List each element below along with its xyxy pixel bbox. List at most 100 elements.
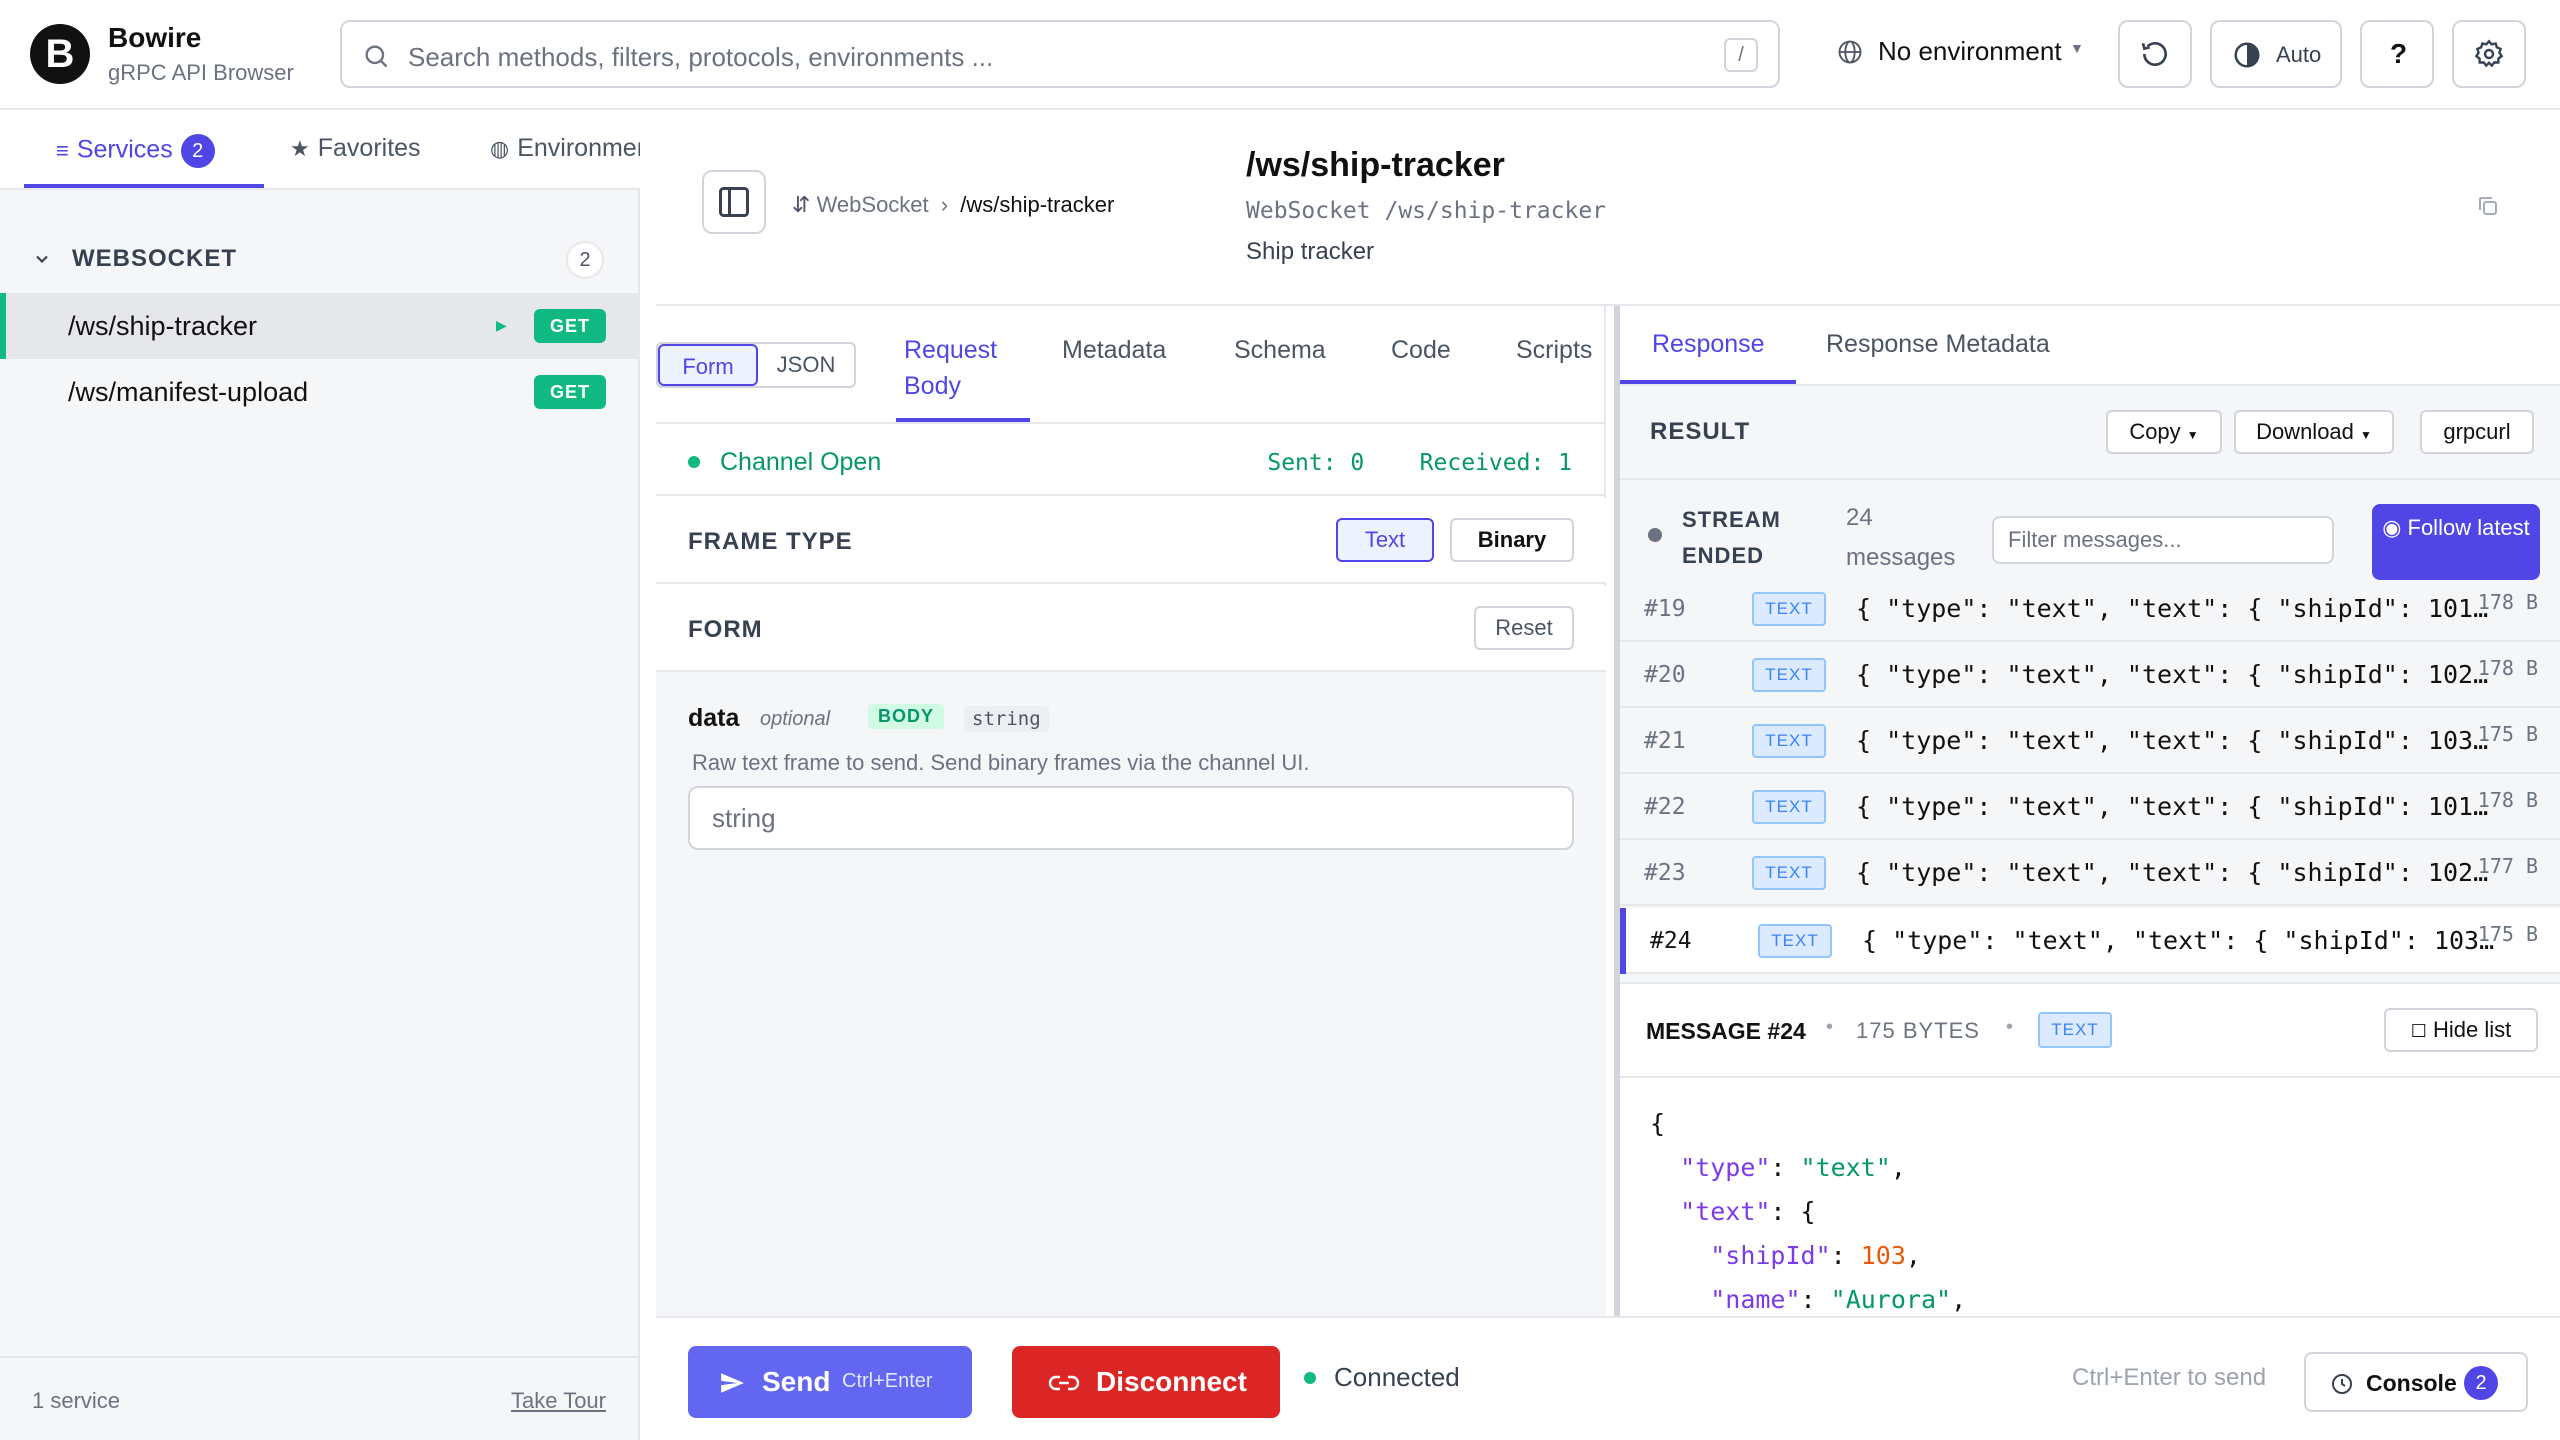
tab-scripts[interactable]: Scripts [1516,336,1593,364]
mode-form-button[interactable]: Form [658,344,758,386]
message-number: #20 [1644,662,1686,688]
json-key: "shipId" [1710,1241,1831,1270]
tab-code[interactable]: Code [1391,336,1451,364]
globe-icon: ◍ [490,136,510,161]
message-detail-bytes: 175 BYTES [1856,1018,1980,1043]
list-icon: ≡ [56,137,69,163]
toggle-sidebar-button[interactable] [702,170,766,234]
message-detail-header: MESSAGE #24 • 175 BYTES • TEXT ☐ Hide li… [1620,984,2560,1078]
message-type-tag: TEXT [1758,924,1832,958]
copy-label: Copy [2129,419,2181,444]
mode-json-button[interactable]: JSON [776,352,836,377]
message-size: 175 B [2477,722,2538,746]
breadcrumb-root[interactable]: WebSocket [816,192,929,217]
page-title: /ws/ship-tracker [1246,146,1505,184]
message-number: #21 [1644,728,1686,754]
message-type-tag: TEXT [1752,592,1826,626]
global-search[interactable]: Search methods, filters, protocols, envi… [340,20,1780,88]
filter-messages-input[interactable]: Filter messages... [1992,516,2334,564]
download-button[interactable]: Download ▼ [2234,410,2394,454]
json-key: "text" [1680,1197,1771,1226]
copy-button[interactable]: Copy ▼ [2106,410,2222,454]
services-count-badge: 2 [180,134,215,168]
follow-latest-button[interactable]: ◉ Follow latest [2372,504,2540,580]
channel-status: Channel Open [720,448,882,476]
service-item-ship-tracker[interactable]: /ws/ship-tracker ▶ GET [0,293,638,359]
square-icon: ☐ [2410,1021,2427,1041]
globe-icon [1836,38,1864,66]
websocket-icon: ⇵ [792,192,811,217]
tab-environments[interactable]: ◍ Environments [490,134,640,163]
response-tabs: Response Response Metadata [1620,306,2560,386]
clock-icon [2330,1372,2354,1396]
tab-schema[interactable]: Schema [1234,336,1326,364]
message-detail-tag: TEXT [2038,1012,2112,1048]
sidebar-toggle-icon [716,184,752,220]
unlink-icon [1048,1372,1080,1394]
reset-button[interactable]: Reset [1474,606,1574,650]
tab-services[interactable]: ≡ Services 2 [56,134,215,168]
tab-environments-label: Environments [517,134,640,162]
service-item-manifest-upload[interactable]: /ws/manifest-upload GET [0,359,638,425]
tab-metadata[interactable]: Metadata [1062,336,1167,364]
theme-toggle-button[interactable]: Auto [2210,20,2342,88]
breadcrumb: ⇵ WebSocket › /ws/ship-tracker [792,192,1114,218]
tab-response-metadata[interactable]: Response Metadata [1826,330,2050,358]
message-detail: MESSAGE #24 • 175 BYTES • TEXT ☐ Hide li… [1620,982,2560,1316]
separator-dot: • [2006,1016,2014,1038]
disconnect-button[interactable]: Disconnect [1012,1346,1280,1418]
history-button[interactable] [2118,20,2192,88]
tab-favorites[interactable]: ★ Favorites [290,134,421,163]
active-tab-indicator [1620,380,1796,384]
tab-request-body[interactable]: Request Body [904,336,998,400]
message-row-selected[interactable]: #24 TEXT { "type": "text", "text": { "sh… [1620,908,2560,974]
grpcurl-button[interactable]: grpcurl [2420,410,2534,454]
frame-binary-button[interactable]: Binary [1450,518,1574,562]
copy-icon[interactable] [2476,194,2500,218]
frame-text-button[interactable]: Text [1336,518,1434,562]
send-icon [718,1370,746,1396]
hide-list-button[interactable]: ☐ Hide list [2384,1008,2538,1052]
message-number: #23 [1644,860,1686,886]
field-location-badge: BODY [868,704,945,729]
form-section: FORM Reset [656,586,1606,672]
play-icon: ▶ [496,317,507,333]
message-row[interactable]: #22 TEXT { "type": "text", "text": { "sh… [1620,774,2560,840]
settings-button[interactable] [2452,20,2526,88]
environment-label: No environment [1878,36,2062,66]
caret-down-icon: ▼ [2070,40,2084,56]
breadcrumb-separator: › [940,192,949,217]
frame-type-heading: FRAME TYPE [688,528,853,555]
console-button[interactable]: Console 2 [2304,1352,2528,1412]
message-type-tag: TEXT [1752,790,1826,824]
service-name: /ws/manifest-upload [68,377,309,407]
send-button[interactable]: Send Ctrl+Enter [688,1346,972,1418]
help-button[interactable]: ? [2360,20,2434,88]
caret-down-icon: ▼ [2360,428,2372,442]
send-shortcut: Ctrl+Enter [842,1370,933,1392]
request-tabs: Form JSON Request Body Metadata Schema C… [656,306,1606,424]
message-preview: { "type": "text", "text": { "shipId": 10… [1856,660,2489,689]
status-dot [1304,1372,1316,1384]
stream-status: STREAM ENDED [1682,507,1781,568]
app-header: B Bowire gRPC API Browser Search methods… [0,0,2560,110]
message-preview: { "type": "text", "text": { "shipId": 10… [1856,858,2489,887]
json-value: "Aurora" [1830,1285,1952,1314]
active-tab-indicator [24,184,264,188]
disconnect-label: Disconnect [1096,1366,1247,1397]
tab-response[interactable]: Response [1652,330,1765,358]
message-number: #19 [1644,596,1686,622]
message-type-tag: TEXT [1752,658,1826,692]
message-row[interactable]: #23 TEXT { "type": "text", "text": { "sh… [1620,840,2560,906]
caret-down-icon: ▼ [2186,428,2199,442]
message-row[interactable]: #19 TEXT { "type": "text", "text": { "sh… [1620,590,2560,642]
star-icon: ★ [290,136,310,161]
stream-status-bar: STREAM ENDED 24 messages Filter messages… [1620,480,2560,590]
message-row[interactable]: #20 TEXT { "type": "text", "text": { "sh… [1620,642,2560,708]
json-value: 103 [1860,1241,1906,1270]
message-row[interactable]: #21 TEXT { "type": "text", "text": { "sh… [1620,708,2560,774]
data-input[interactable]: string [688,786,1574,850]
take-tour-link[interactable]: Take Tour [511,1388,606,1413]
service-group-websocket[interactable]: WEBSOCKET 2 [0,235,640,285]
